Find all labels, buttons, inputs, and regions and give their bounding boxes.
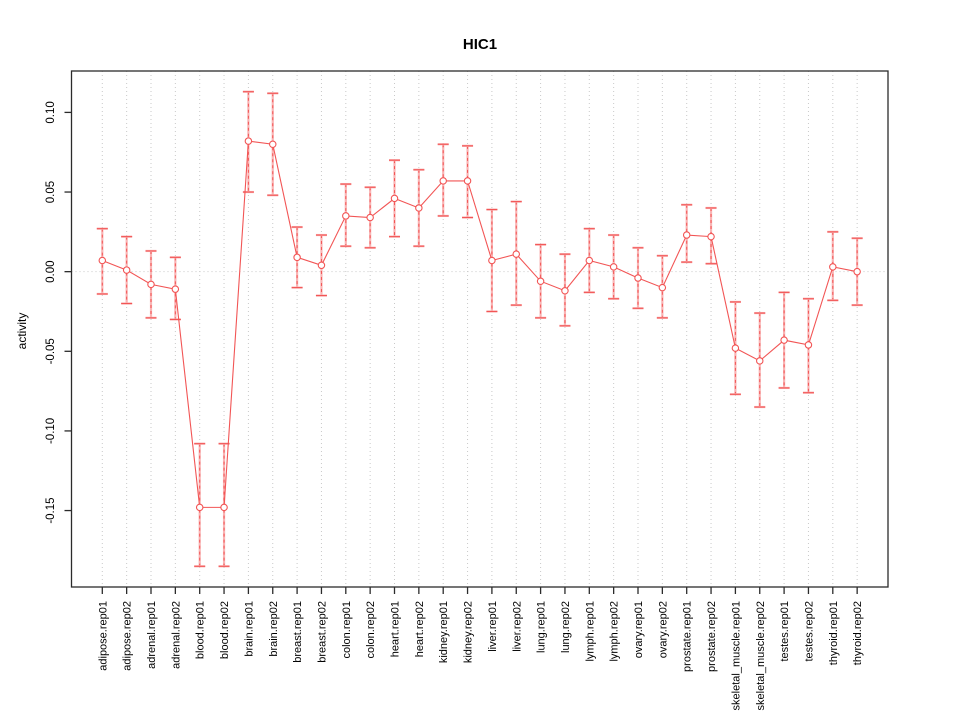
data-point [780, 336, 788, 344]
x-tick-label: prostate.rep01 [682, 601, 694, 672]
x-tick-label: blood.rep02 [219, 601, 231, 659]
y-tick-label: -0.10 [45, 418, 57, 444]
x-tick-label: breast.rep02 [316, 601, 328, 663]
x-tick-label: breast.rep01 [292, 601, 304, 663]
x-tick-label: colon.rep01 [341, 601, 353, 659]
data-point [682, 231, 691, 239]
x-tick-label: lung.rep02 [560, 601, 572, 653]
x-tick-label: ovary.rep02 [657, 601, 669, 658]
data-point [585, 256, 594, 265]
data-point [293, 253, 301, 262]
x-tick-label: brain.rep02 [268, 601, 280, 657]
x-tick-label: colon.rep02 [365, 601, 377, 659]
data-point [804, 341, 813, 349]
data-point [536, 277, 545, 285]
data-point [488, 256, 496, 265]
gridlines [71, 71, 888, 587]
data-point [220, 503, 228, 512]
data-point [755, 357, 764, 365]
series-line [102, 140, 858, 508]
data-point [853, 267, 861, 276]
plot-box [70, 70, 889, 588]
data-point [829, 263, 837, 271]
x-tick-label: skeletal_muscle.rep02 [755, 601, 767, 710]
data-point [147, 280, 155, 289]
x-tick-label: ovary.rep01 [633, 601, 645, 658]
data-point [98, 256, 107, 265]
x-tick-label: kidney.rep02 [463, 601, 475, 663]
x-tick-label: brain.rep01 [243, 601, 255, 657]
x-tick-label: adrenal.rep02 [170, 601, 182, 669]
x-axis: adipose.rep01 adipose.rep02 adrenal.rep01 a… [97, 587, 864, 710]
x-tick-label: lymph.rep02 [609, 601, 621, 662]
y-axis-title-text: activity [15, 312, 29, 350]
y-tick-label: -0.15 [45, 497, 57, 523]
data-point [707, 232, 715, 241]
y-tick-label: -0.05 [45, 338, 57, 364]
x-tick-label: heart.rep02 [414, 601, 426, 657]
data-point [415, 204, 423, 212]
data-point [658, 283, 667, 292]
data-point [122, 266, 131, 274]
data-point [366, 213, 374, 222]
x-tick-label: lymph.rep01 [584, 601, 596, 662]
x-tick-label: blood.rep01 [195, 601, 207, 659]
chart-title: HIC1 [462, 36, 498, 53]
y-axis: 0.10 0.05 0.00 -0.05 -0.10 -0.15 [45, 101, 72, 524]
data-point [512, 250, 520, 258]
x-tick-label: adipose.rep01 [97, 601, 109, 671]
x-tick-label: adipose.rep02 [122, 601, 134, 671]
x-tick-label: liver.rep01 [487, 601, 499, 652]
x-tick-label: heart.rep01 [390, 601, 402, 657]
x-tick-label: thyroid.rep02 [852, 601, 864, 665]
data-point [634, 274, 642, 282]
x-tick-label: skeletal_muscle.rep01 [730, 601, 742, 710]
data-point [171, 285, 180, 293]
y-tick-label: 0.10 [45, 101, 57, 123]
y-tick-label: 0.00 [45, 260, 57, 282]
x-tick-label: kidney.rep01 [438, 601, 450, 663]
x-tick-label: adrenal.rep01 [146, 601, 158, 669]
data-point [244, 137, 253, 145]
data-points [98, 137, 861, 512]
data-point [439, 177, 447, 185]
x-tick-label: testes.rep02 [803, 601, 815, 662]
x-tick-label: liver.rep02 [511, 601, 523, 652]
error-bars [96, 90, 863, 568]
data-point [609, 263, 618, 271]
data-point [731, 344, 740, 352]
y-tick-label: 0.05 [45, 181, 57, 203]
data-point [268, 140, 277, 149]
x-tick-label: lung.rep01 [536, 601, 548, 653]
x-tick-label: thyroid.rep01 [828, 601, 840, 665]
data-point [390, 194, 399, 203]
x-tick-label: testes.rep01 [779, 601, 791, 662]
data-point [561, 287, 569, 295]
data-point [195, 503, 204, 512]
data-point [317, 261, 326, 270]
data-point [463, 177, 472, 185]
x-tick-label: prostate.rep02 [706, 601, 718, 672]
data-point [342, 212, 350, 220]
